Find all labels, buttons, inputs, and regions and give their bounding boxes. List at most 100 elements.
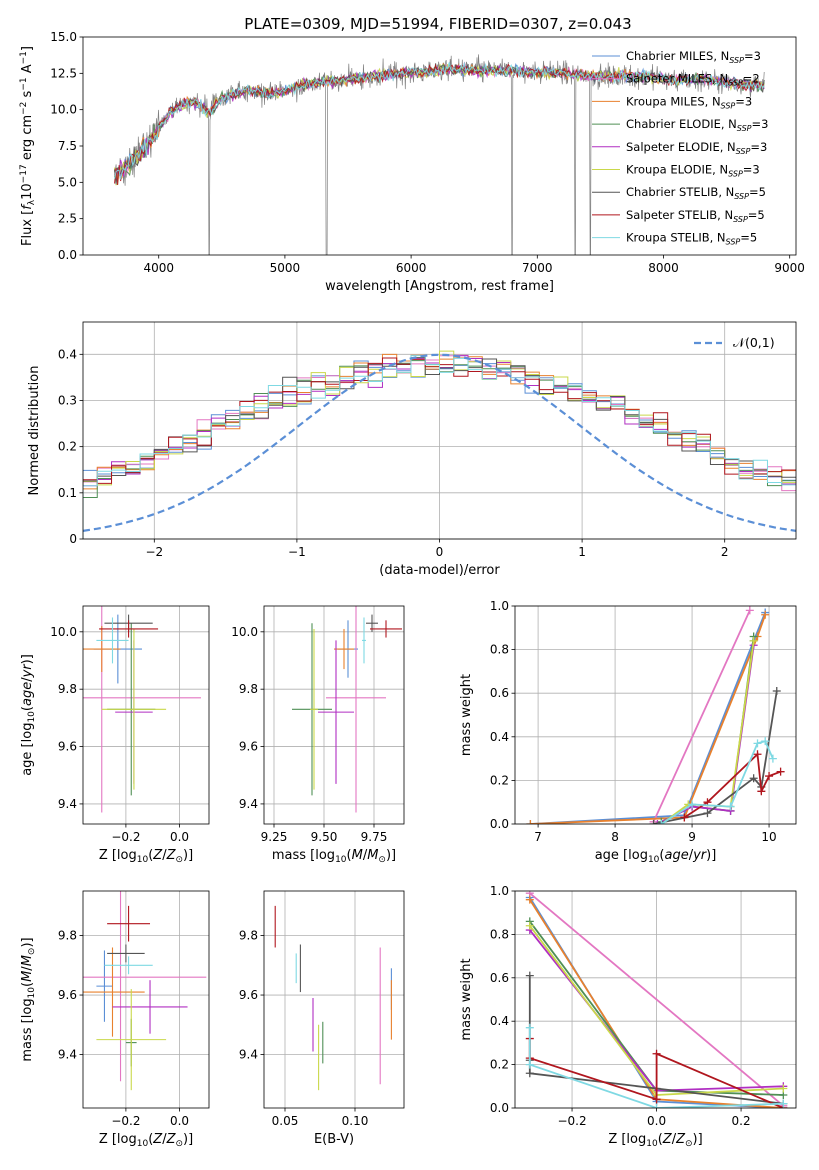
tick-label-y: 0.4 (490, 1014, 509, 1028)
series-marker (757, 787, 766, 796)
errorbar-point (83, 626, 121, 672)
tick-label-y: 0.2 (490, 773, 509, 787)
errorbar-point (96, 617, 129, 664)
panel-age-vs-Z: −0.2 0.0 9.4 9.6 9.8 10.0 Z [log10​(Z/Z⊙​)] age… (20, 605, 210, 865)
tick-label-x: 6000 (396, 261, 427, 275)
tick-label-y: 0.4 (490, 730, 509, 744)
series-marker (776, 767, 785, 776)
series-marker (652, 1104, 661, 1108)
ticks: 7 8 9 10 0.0 0.2 0.4 0.6 0.8 1.0 (490, 599, 777, 844)
plot-area (83, 350, 796, 539)
axes-frame (82, 605, 210, 825)
tick-label-x: 9.25 (261, 830, 288, 844)
series-marker (753, 750, 762, 759)
tick-label-x: 9.75 (361, 830, 388, 844)
legend-entry: Chabrier ELODIE, NSSP=3 (626, 117, 768, 133)
tick-label-y: 12.5 (50, 66, 77, 80)
axes-frame (82, 36, 797, 256)
tick-label-x: 9000 (774, 261, 805, 275)
series-marker (688, 800, 697, 809)
tick-label-y: 9.8 (239, 682, 258, 696)
tick-label-x: 0.10 (342, 1114, 369, 1128)
y-axis-label: mass weight (459, 958, 474, 1040)
series-marker (753, 739, 762, 748)
legend-entry: Salpeter MILES, NSSP=2 (626, 72, 760, 88)
series-marker (772, 687, 781, 696)
tick-label-x: −0.2 (111, 1114, 140, 1128)
tick-label-y: 0.2 (58, 440, 77, 454)
ticks: −2 −1 0 1 2 0 0.1 0.2 0.3 0.4 (58, 347, 729, 559)
tick-label-y: 10.0 (50, 103, 77, 117)
series-marker (652, 1095, 661, 1104)
gridlines (83, 606, 209, 824)
errorbar-point (326, 606, 386, 813)
errorbar-point (99, 620, 159, 638)
gridlines (264, 606, 404, 824)
tick-label-y: 9.4 (239, 1047, 258, 1061)
tick-label-y: 9.8 (239, 929, 258, 943)
tick-label-x: 0.0 (170, 830, 189, 844)
tick-label-y: 7.5 (58, 139, 77, 153)
ticks: 9.25 9.50 9.75 9.4 9.6 9.8 10.0 (231, 625, 387, 844)
series-marker (525, 921, 534, 930)
tick-label-y: 0.8 (490, 927, 509, 941)
legend-entry: Chabrier STELIB, NSSP=5 (626, 185, 766, 201)
tick-label-y: 9.4 (239, 797, 258, 811)
tick-label-x: 4000 (143, 261, 174, 275)
tick-label-x: 0.05 (272, 1114, 299, 1128)
x-axis-label: (data-model)/error (379, 563, 500, 578)
residual-legend: 𝒩(0,1) (694, 335, 775, 350)
panel-mass-weight-vs-Z: −0.2 0.0 0.2 0.0 0.2 0.4 0.6 0.8 1.0 Z [log10​(Z/… (459, 884, 797, 1149)
tick-label-y: 10.0 (50, 625, 77, 639)
y-axis-label: mass weight (459, 674, 474, 756)
panel-spectrum: 4000 5000 6000 7000 8000 9000 0.0 2.5 5.0 7.5 10.0… (19, 30, 805, 294)
tick-label-x: −0.2 (557, 1114, 586, 1128)
axes-frame (514, 605, 797, 825)
tick-label-y: 0.2 (490, 1058, 509, 1072)
errorbar-point (334, 628, 354, 670)
errorbar-point (112, 980, 188, 1034)
tick-label-y: 0.3 (58, 393, 77, 407)
ticks: −0.2 0.0 9.4 9.6 9.8 (58, 929, 189, 1128)
series-marker (680, 813, 689, 822)
plot-area (83, 891, 207, 1091)
legend-entry: Kroupa STELIB, NSSP=5 (626, 231, 757, 247)
tick-label-x: 5000 (270, 261, 301, 275)
ticks: −0.2 0.0 9.4 9.6 9.8 10.0 (50, 625, 189, 844)
series-marker (649, 820, 658, 824)
legend-entry: Kroupa MILES, NSSP=3 (626, 94, 752, 110)
axes-frame (263, 890, 405, 1109)
tick-label-y: 0 (69, 532, 77, 546)
panel-mass-vs-Z: −0.2 0.0 9.4 9.6 9.8 Z [log10​(Z/Z⊙​)] mass [l… (20, 890, 210, 1149)
tick-label-y: 9.6 (58, 988, 77, 1002)
tick-label-x: −2 (145, 545, 163, 559)
tick-label-y: 9.4 (58, 1047, 77, 1061)
gridlines (264, 891, 404, 1108)
tick-label-x: −1 (288, 545, 306, 559)
legend-entry: Salpeter STELIB, NSSP=5 (626, 208, 765, 224)
tick-label-x: −0.2 (111, 830, 140, 844)
ticks: −0.2 0.0 0.2 0.0 0.2 0.4 0.6 0.8 1.0 (490, 884, 751, 1128)
tick-label-y: 9.6 (239, 740, 258, 754)
tick-label-y: 0.4 (58, 347, 77, 361)
series-line-3 (660, 636, 755, 823)
tick-label-x: 8 (611, 830, 619, 844)
series-marker (768, 754, 777, 763)
x-axis-label: Z [log10​(Z/Z⊙​)] (99, 1132, 193, 1149)
errorbar-point (101, 628, 167, 790)
plot-area (83, 606, 201, 813)
errorbar-point (310, 628, 318, 790)
errorbar-point (83, 891, 207, 1082)
series-marker (779, 1099, 788, 1108)
series-line-7 (683, 752, 781, 819)
series-marker (749, 774, 758, 783)
errorbar-point (83, 606, 201, 813)
series-marker (657, 820, 666, 824)
tick-label-y: 0.0 (490, 817, 509, 831)
tick-label-y: 0.1 (58, 486, 77, 500)
tick-label-y: 1.0 (490, 599, 509, 613)
tick-label-y: 1.0 (490, 884, 509, 898)
series-marker (765, 772, 774, 781)
tick-label-x: 9.50 (311, 830, 338, 844)
series-line-5 (660, 640, 755, 824)
